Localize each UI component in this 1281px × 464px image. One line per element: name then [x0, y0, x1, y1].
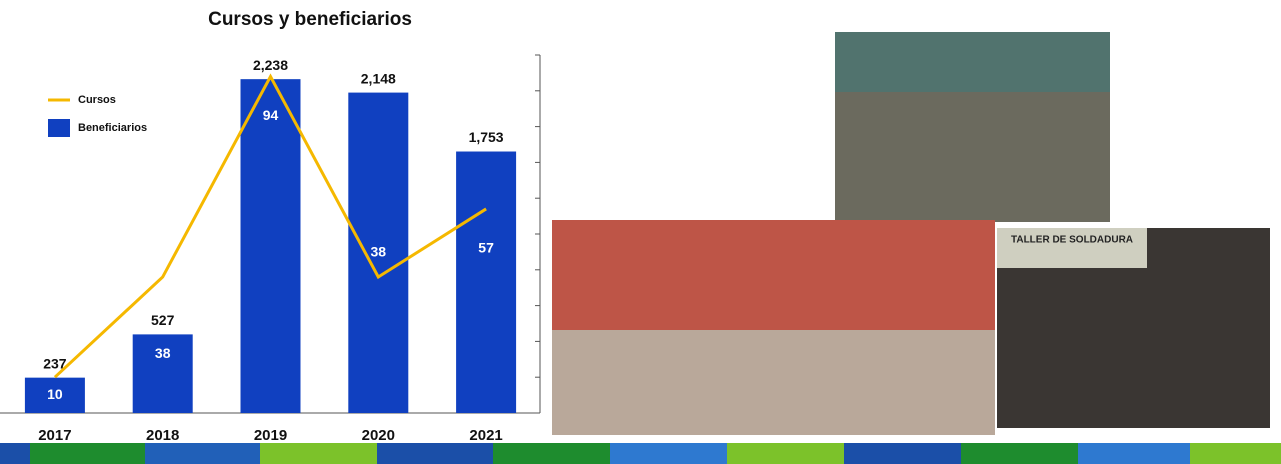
line-value-label: 10 [47, 386, 63, 402]
legend-label: Cursos [78, 94, 116, 106]
bar-value-label: 237 [43, 355, 67, 371]
strip [260, 443, 377, 464]
strip [30, 443, 145, 464]
bar-value-label: 2,238 [253, 57, 288, 73]
legend-label: Beneficiarios [78, 122, 147, 134]
photo-detail [835, 32, 1110, 92]
bar-value-label: 527 [151, 312, 175, 328]
line-value-label: 94 [263, 107, 279, 123]
strip [1190, 443, 1281, 464]
bar-value-label: 2,148 [361, 70, 396, 86]
bar [24, 377, 85, 413]
strip [961, 443, 1078, 464]
bar [456, 151, 517, 413]
strip [377, 443, 493, 464]
strip [1078, 443, 1190, 464]
chart-title: Cursos y beneficiarios [208, 9, 412, 30]
strip [727, 443, 844, 464]
strip [493, 443, 610, 464]
strip [0, 443, 30, 464]
line-value-label: 38 [155, 345, 171, 361]
photo-detail [997, 228, 1147, 268]
bar [348, 92, 409, 413]
strip [145, 443, 260, 464]
x-tick-label: 2017 [38, 427, 71, 444]
x-tick-label: 2020 [362, 427, 395, 444]
line-value-label: 57 [478, 240, 494, 256]
line-value-label: 38 [371, 243, 387, 259]
x-tick-label: 2018 [146, 427, 179, 444]
bottom-strip [0, 443, 1281, 464]
strip [844, 443, 961, 464]
x-tick-label: 2019 [254, 427, 287, 444]
photo-detail [552, 220, 995, 330]
photos: TALLER DE SOLDADURA [552, 32, 1270, 435]
strip [610, 443, 727, 464]
photo-sign: TALLER DE SOLDADURA [1011, 235, 1133, 246]
line [53, 73, 487, 379]
bar [240, 79, 301, 413]
bar-value-label: 1,753 [469, 129, 504, 145]
legend-swatch [48, 119, 70, 137]
x-tick-label: 2021 [469, 427, 502, 444]
bar [132, 334, 193, 413]
